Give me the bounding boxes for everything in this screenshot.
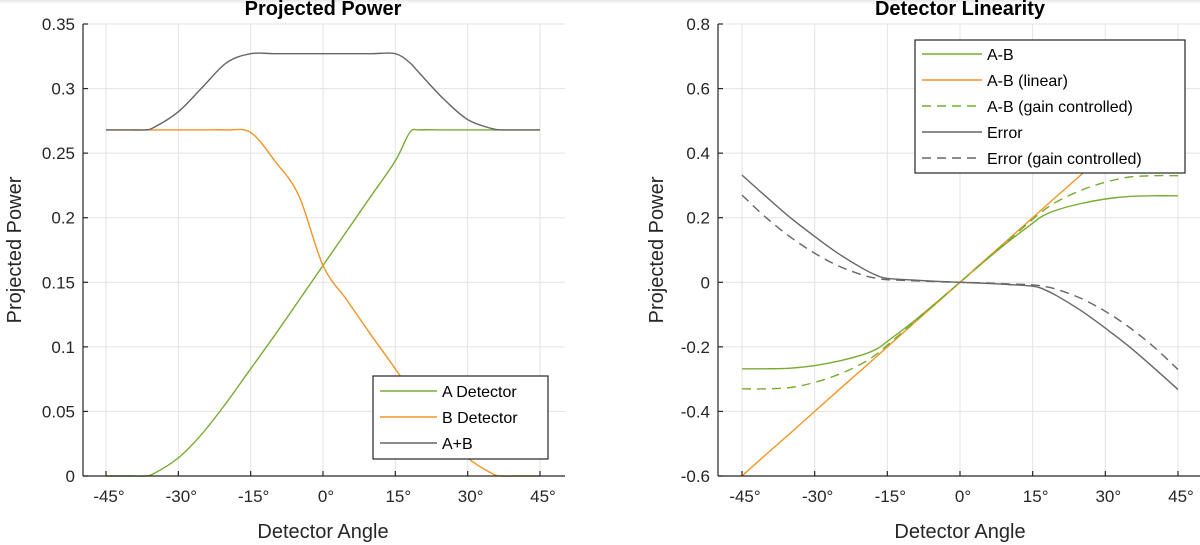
x-tick-label: -30° <box>802 487 833 506</box>
legend-label: A-B (gain controlled) <box>987 99 1133 116</box>
axes: 0 0.05 0.1 0.15 0.2 0.25 0.3 0.35 -45° -30° -15° 0°… <box>42 15 565 506</box>
y-tick-label: -0.4 <box>681 402 710 421</box>
y-tick-label: 0 <box>66 467 75 486</box>
chart-title: Projected Power <box>245 0 402 20</box>
axes: -0.6 -0.4 -0.2 0 0.2 0.4 0.6 0.8 -45° -30° -15° 0° 1… <box>681 15 1200 506</box>
y-tick-label: 0.05 <box>42 402 75 421</box>
y-tick-label: 0 <box>701 273 710 292</box>
top-edge-shade <box>0 0 1200 4</box>
y-tick-label: -0.2 <box>681 338 710 357</box>
legend: A-B A-B (linear) A-B (gain controlled) Erro… <box>914 39 1186 174</box>
y-tick-label: -0.6 <box>681 467 710 486</box>
y-tick-label: 0.2 <box>686 209 710 228</box>
y-tick-label: 0.6 <box>686 80 710 99</box>
y-tick-label: 0.8 <box>686 15 710 34</box>
x-tick-label: 15° <box>1023 487 1049 506</box>
y-tick-label: 0.1 <box>51 338 75 357</box>
x-axis-label: Detector Angle <box>257 521 388 543</box>
x-tick-label: 45° <box>530 487 556 506</box>
series-line-a-detector <box>105 128 540 477</box>
y-tick-label: 0.4 <box>686 144 710 163</box>
legend-label: A-B (linear) <box>987 73 1068 90</box>
legend-label: A+B <box>442 436 473 453</box>
series-line-b-detector <box>106 128 540 477</box>
series-line-a-b <box>106 52 540 131</box>
y-tick-label: 0.3 <box>51 80 75 99</box>
y-axis-label: Projected Power <box>646 176 668 323</box>
y-tick-label: 0.2 <box>51 209 75 228</box>
plot-lines <box>105 52 540 477</box>
legend-label: A-B <box>987 47 1014 64</box>
x-tick-label: -15° <box>875 487 906 506</box>
x-axis-label: Detector Angle <box>894 521 1025 543</box>
series-line-a-b-gain-controlled <box>741 174 1179 390</box>
projected-power-chart: 0 0.05 0.1 0.15 0.2 0.25 0.3 0.35 -45° -30° -15° 0°… <box>4 0 565 543</box>
x-tick-label: 0° <box>318 487 334 506</box>
y-axis-label: Projected Power <box>4 176 26 323</box>
x-tick-label: -45° <box>729 487 760 506</box>
y-tick-label: 0.15 <box>42 273 75 292</box>
legend-label: Error (gain controlled) <box>987 151 1142 168</box>
y-tick-label: 0.35 <box>42 15 75 34</box>
legend-label: A Detector <box>442 384 517 401</box>
x-tick-label: -15° <box>238 487 269 506</box>
x-tick-label: -30° <box>166 487 197 506</box>
legend-label: Error <box>987 125 1023 142</box>
legend: A Detector B Detector A+B <box>372 375 549 460</box>
x-tick-label: -45° <box>93 487 124 506</box>
x-tick-label: 30° <box>1095 487 1121 506</box>
y-tick-label: 0.25 <box>42 144 75 163</box>
x-tick-label: 45° <box>1168 487 1194 506</box>
series-line-error-gain-controlled <box>741 194 1179 371</box>
x-tick-label: 30° <box>458 487 484 506</box>
x-tick-label: 15° <box>385 487 411 506</box>
legend-label: B Detector <box>442 410 518 427</box>
chart-title: Detector Linearity <box>875 0 1046 20</box>
x-tick-label: 0° <box>955 487 971 506</box>
